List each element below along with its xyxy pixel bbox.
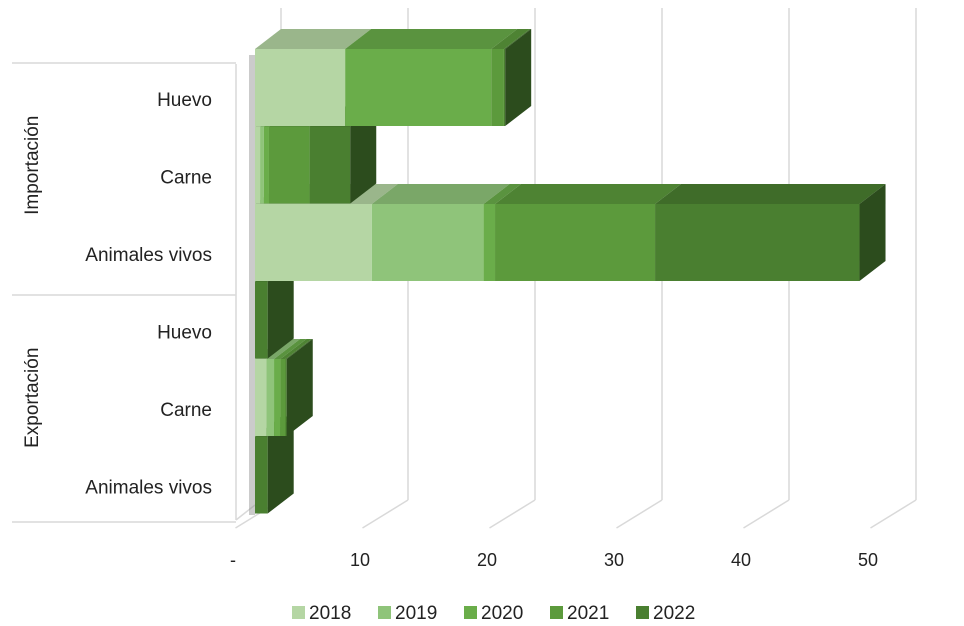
bar-segment	[503, 29, 532, 126]
bar-front	[495, 204, 656, 281]
bar-front	[268, 126, 310, 204]
bars	[255, 29, 886, 514]
bar-front	[503, 49, 506, 126]
gridline-floor	[870, 499, 917, 529]
bar-front	[255, 436, 268, 514]
bar-segment	[266, 339, 301, 436]
bar-top	[655, 184, 886, 204]
category-label: Carne	[160, 400, 212, 421]
bar-top	[371, 184, 510, 204]
bar-top	[255, 29, 372, 49]
bar-front	[255, 281, 268, 359]
category-label: Huevo	[157, 322, 212, 343]
bar-front	[371, 204, 484, 281]
bar-segment	[345, 29, 518, 126]
bar-top	[491, 29, 530, 49]
bar-front	[483, 204, 496, 281]
legend-item: 2022	[636, 603, 695, 624]
x-tick-label: 30	[604, 550, 624, 570]
category-axis: Importación Huevo Carne Animales vivos Expor…	[12, 55, 256, 523]
axis-wall-shadow	[249, 55, 255, 515]
legend-item: 2021	[550, 603, 609, 624]
legend-swatch	[378, 606, 391, 619]
bar-front	[260, 126, 264, 204]
x-tick-label: -	[230, 550, 236, 570]
x-tick-label: 40	[731, 550, 751, 570]
bar-segment	[491, 29, 530, 126]
legend-label: 2022	[653, 603, 695, 624]
bar-front	[255, 126, 261, 204]
bar-segment	[280, 339, 312, 436]
legend-item: 2018	[292, 603, 351, 624]
bar-top	[345, 29, 518, 49]
bar-front	[266, 359, 275, 436]
bar-segment	[655, 184, 886, 281]
bar-segment	[371, 184, 510, 281]
legend-label: 2019	[395, 603, 437, 624]
bar-front	[255, 49, 346, 126]
legend-swatch	[550, 606, 563, 619]
bar-front	[255, 204, 372, 281]
bar-side	[859, 184, 886, 281]
x-axis-ticks: - 10 20 30 40 50	[230, 550, 878, 570]
bar-side	[267, 261, 294, 359]
bar-front	[274, 359, 281, 436]
bar-segment	[483, 184, 522, 281]
bar-front	[491, 49, 504, 126]
legend-label: 2021	[567, 603, 609, 624]
bar-top	[483, 184, 522, 204]
bar-top	[274, 339, 307, 359]
gridline-floor	[362, 499, 409, 529]
bar-side	[350, 106, 377, 204]
bar-front	[345, 49, 492, 126]
bar-segment	[495, 184, 682, 281]
bar-top	[280, 339, 312, 359]
category-axis-floor	[235, 504, 256, 521]
group-label: Exportación	[22, 348, 43, 448]
category-label: Carne	[160, 167, 212, 188]
gridline-floor	[743, 499, 790, 529]
bar-side	[267, 416, 294, 514]
bar-top	[285, 339, 313, 359]
bar-segment	[255, 29, 372, 126]
legend: 2018 2019 2020 2021 2022	[292, 603, 695, 624]
legend-item: 2019	[378, 603, 437, 624]
legend-swatch	[292, 606, 305, 619]
bar-top	[503, 29, 532, 49]
bar-front	[263, 126, 269, 204]
bar-segment	[274, 339, 307, 436]
x-tick-label: 20	[477, 550, 497, 570]
bar-top	[266, 339, 301, 359]
x-tick-label: 50	[858, 550, 878, 570]
legend-swatch	[464, 606, 477, 619]
bar-front	[655, 204, 860, 281]
bar-front	[255, 359, 267, 436]
bar-segment	[285, 339, 313, 436]
legend-swatch	[636, 606, 649, 619]
bar-front	[309, 126, 351, 204]
legend-label: 2018	[309, 603, 351, 624]
bar-front	[280, 359, 286, 436]
bar-side	[286, 339, 313, 436]
x-tick-label: 10	[350, 550, 370, 570]
bar-side	[505, 29, 532, 126]
bar-front	[285, 359, 287, 436]
legend-item: 2020	[464, 603, 523, 624]
bar-top	[495, 184, 682, 204]
group-label: Importación	[22, 116, 43, 215]
category-label: Huevo	[157, 90, 212, 111]
category-label: Animales vivos	[85, 477, 212, 498]
legend-label: 2020	[481, 603, 523, 624]
gridline-floor	[489, 499, 536, 529]
gridline-floor	[616, 499, 663, 529]
category-label: Animales vivos	[85, 245, 212, 266]
